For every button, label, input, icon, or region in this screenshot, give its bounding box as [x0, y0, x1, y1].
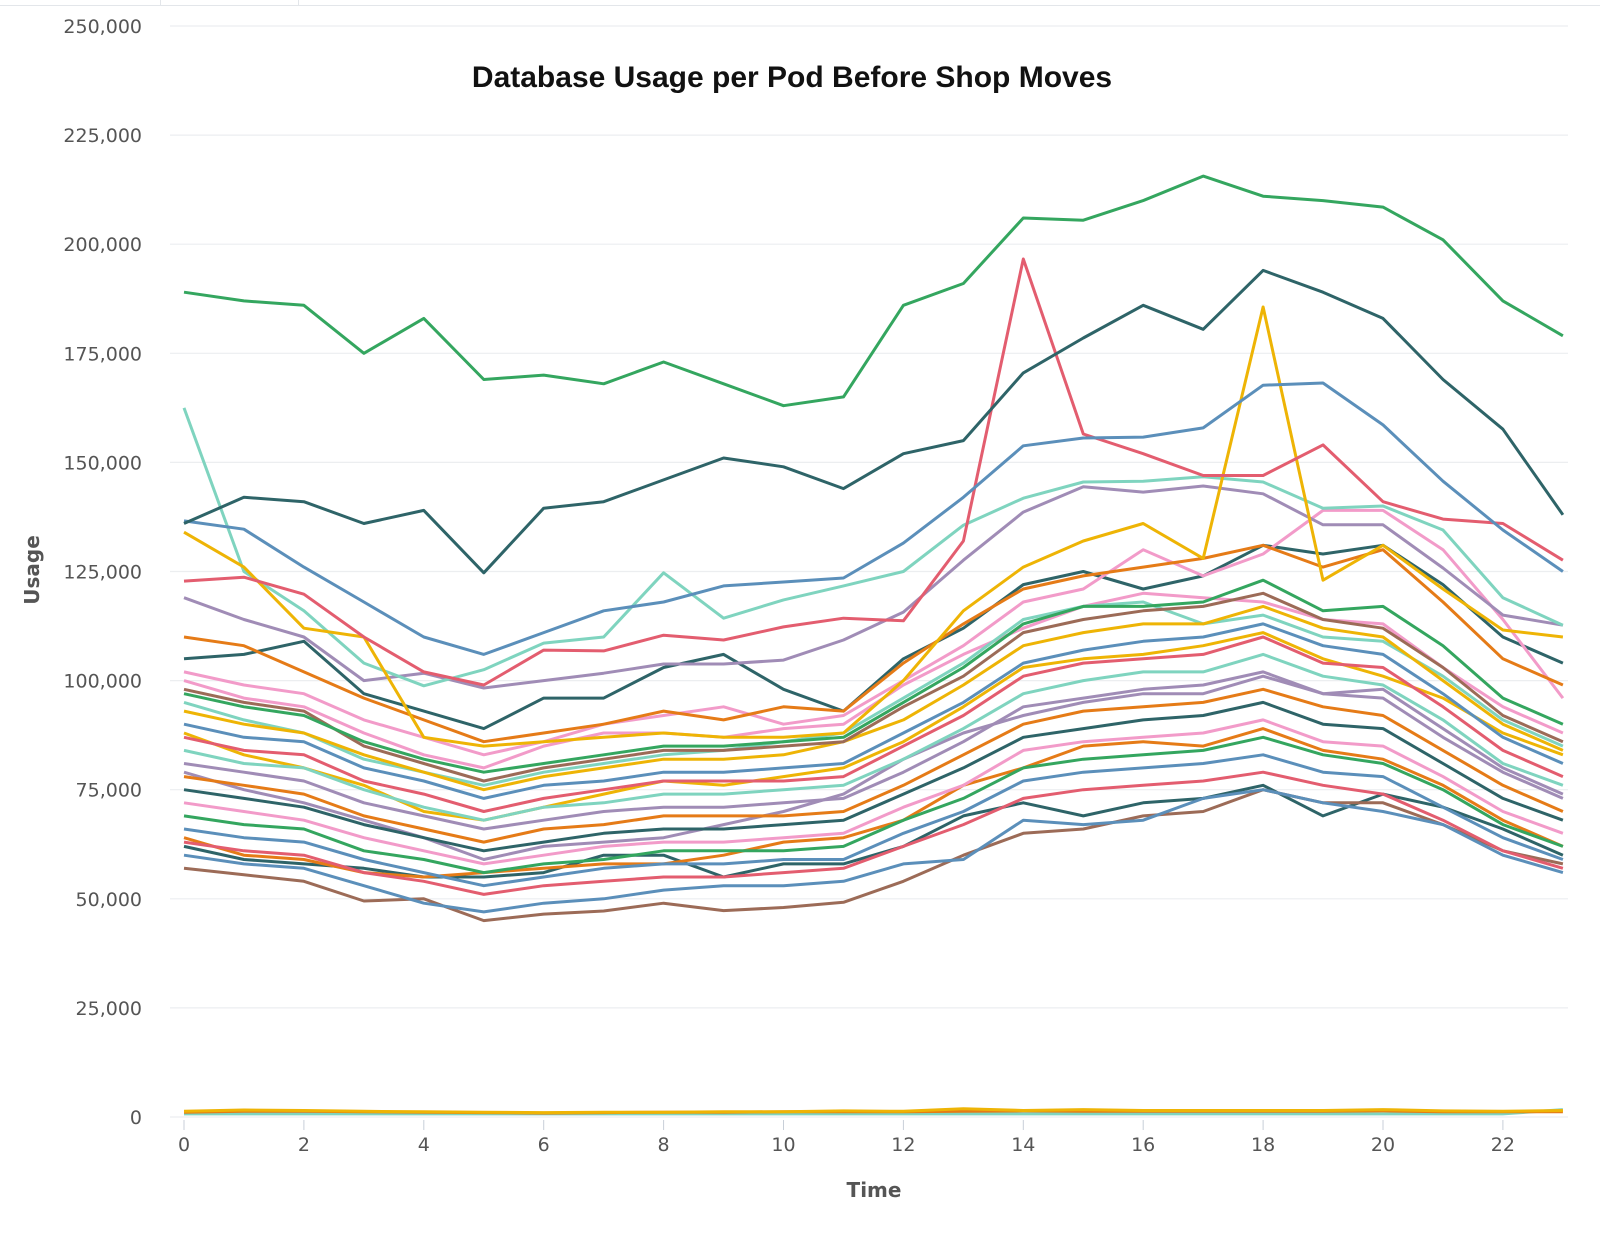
x-tick-label: 18: [1251, 1134, 1275, 1156]
series-line-0: [183, 174, 1564, 408]
series-line-15: [183, 652, 1564, 822]
y-tick-label: 175,000: [63, 343, 142, 365]
x-tick-label: 6: [538, 1134, 550, 1156]
x-axis-ticks: 0 2 4 6 8 10 12 14 16 18 20 22: [178, 1120, 1515, 1156]
series-line-31: [183, 1107, 1563, 1115]
x-tick-label: 22: [1491, 1134, 1515, 1156]
tab-divider: [160, 0, 161, 5]
series-line-22: [183, 770, 1564, 896]
series-line-20: [183, 735, 1564, 875]
series-line-5: [182, 407, 1564, 688]
x-tick-label: 10: [771, 1134, 795, 1156]
series-line-7: [183, 543, 1564, 744]
x-tick-label: 12: [891, 1134, 915, 1156]
tab-divider: [298, 0, 299, 5]
series-line-25: [183, 631, 1564, 822]
y-tick-label: 75,000: [76, 780, 142, 802]
series-line-9: [183, 543, 1564, 731]
y-axis-ticks: 0 25,000 50,000 75,000 100,000 125,000 150,000…: [63, 16, 142, 1129]
series-line-33: [184, 1108, 1564, 1116]
series-line-2: [183, 381, 1564, 656]
series-line-18: [183, 700, 1564, 853]
y-tick-label: 125,000: [63, 562, 142, 584]
chart-title: Database Usage per Pod Before Shop Moves: [472, 61, 1112, 94]
series-lines: [182, 174, 1565, 1116]
x-tick-label: 2: [298, 1134, 310, 1156]
series-line-3: [183, 257, 1564, 687]
x-tick-label: 20: [1371, 1134, 1395, 1156]
y-tick-label: 250,000: [63, 16, 142, 38]
x-axis-label: Time: [847, 1178, 902, 1202]
series-line-13: [183, 622, 1564, 800]
series-line-10: [183, 578, 1564, 774]
series-line-14: [183, 635, 1564, 813]
series-line-23: [183, 788, 1564, 914]
x-tick-label: 8: [658, 1134, 670, 1156]
series-line-16: [183, 670, 1564, 831]
gridlines: [170, 25, 1568, 1118]
y-tick-label: 0: [130, 1107, 142, 1129]
y-tick-label: 225,000: [63, 125, 142, 147]
y-axis-label: Usage: [20, 535, 44, 605]
y-tick-label: 150,000: [63, 452, 142, 474]
series-line-11: [183, 591, 1564, 783]
series-line-21: [183, 753, 1564, 888]
series-line-1: [183, 268, 1565, 575]
x-tick-label: 14: [1011, 1134, 1035, 1156]
series-line-6: [183, 484, 1564, 690]
series-line-8: [183, 508, 1565, 757]
x-tick-label: 16: [1131, 1134, 1155, 1156]
series-line-19: [183, 718, 1564, 866]
series-line-4: [183, 305, 1564, 748]
y-tick-label: 100,000: [63, 671, 142, 693]
series-line-26: [183, 727, 1564, 879]
y-tick-label: 200,000: [63, 234, 142, 256]
top-tab-strip: [0, 0, 1600, 6]
y-tick-label: 25,000: [76, 998, 142, 1020]
series-line-27: [183, 600, 1564, 787]
series-line-12: [183, 604, 1564, 792]
x-tick-label: 4: [418, 1134, 430, 1156]
y-tick-label: 50,000: [76, 889, 142, 911]
x-tick-label: 0: [178, 1134, 190, 1156]
series-line-17: [183, 687, 1564, 844]
